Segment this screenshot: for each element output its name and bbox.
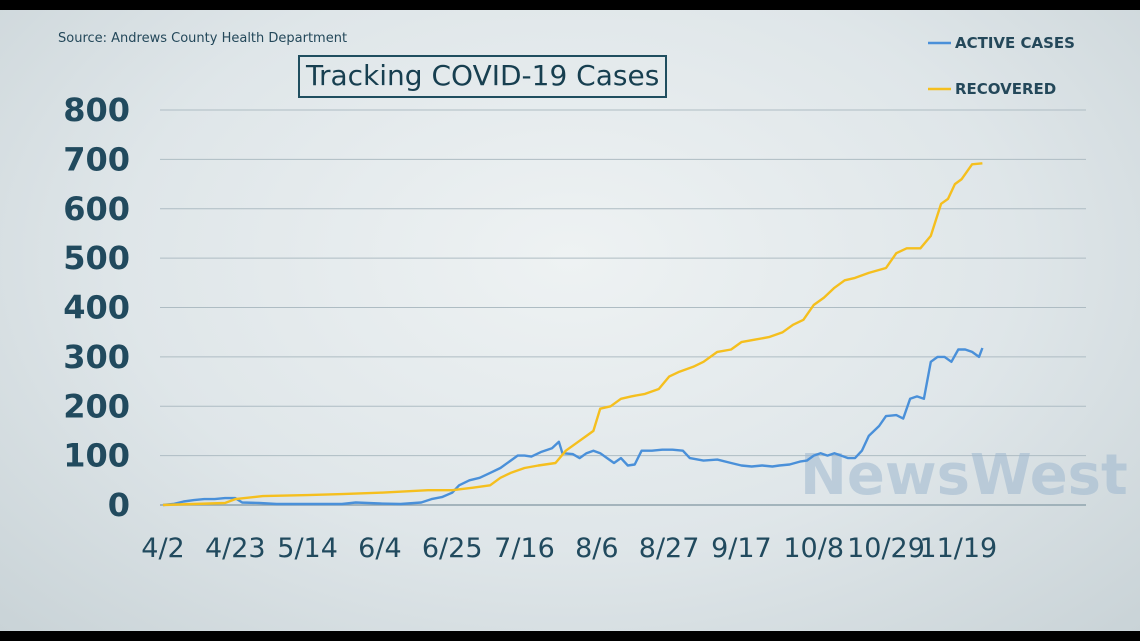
y-tick-label: 200 <box>63 387 130 425</box>
y-tick-label: 100 <box>63 437 130 475</box>
chart-frame: Source: Andrews County Health Department… <box>0 10 1140 631</box>
x-tick-label: 6/4 <box>358 533 401 564</box>
watermark-logo: NewsWest <box>800 443 1128 508</box>
chart-title: Tracking COVID-19 Cases <box>298 55 668 98</box>
x-tick-label: 8/27 <box>639 533 700 564</box>
legend-label: ACTIVE CASES <box>955 34 1075 52</box>
series-lines <box>162 162 984 507</box>
y-axis-ticks: 0 100 200 300 400 500 600 700 800 <box>63 91 130 524</box>
x-tick-label: 7/16 <box>494 533 555 564</box>
legend: ACTIVE CASES RECOVERED <box>928 34 1075 98</box>
y-tick-label: 0 <box>108 486 130 524</box>
series-line-active-cases <box>162 347 984 507</box>
x-tick-label: 9/17 <box>711 533 772 564</box>
legend-label: RECOVERED <box>955 80 1056 98</box>
y-tick-label: 600 <box>63 190 130 228</box>
x-tick-label: 10/8 <box>783 533 844 564</box>
source-note: Source: Andrews County Health Department <box>58 31 348 46</box>
series-line-recovered <box>162 162 983 507</box>
x-tick-label: 11/19 <box>919 533 997 564</box>
x-tick-label: 5/14 <box>277 533 338 564</box>
y-tick-label: 300 <box>63 338 130 376</box>
grid-lines <box>160 109 1086 506</box>
y-tick-label: 500 <box>63 239 130 277</box>
x-tick-label: 4/23 <box>205 533 266 564</box>
x-tick-label: 4/2 <box>141 533 184 564</box>
x-tick-label: 8/6 <box>575 533 618 564</box>
x-tick-label: 10/29 <box>847 533 925 564</box>
y-tick-label: 700 <box>63 140 130 178</box>
y-tick-label: 400 <box>63 289 130 327</box>
x-tick-label: 6/25 <box>422 533 483 564</box>
y-tick-label: 800 <box>63 91 130 129</box>
x-axis-ticks: 4/2 4/23 5/14 6/4 6/25 7/16 8/6 8/27 9/17 10/8 10/… <box>141 533 997 564</box>
